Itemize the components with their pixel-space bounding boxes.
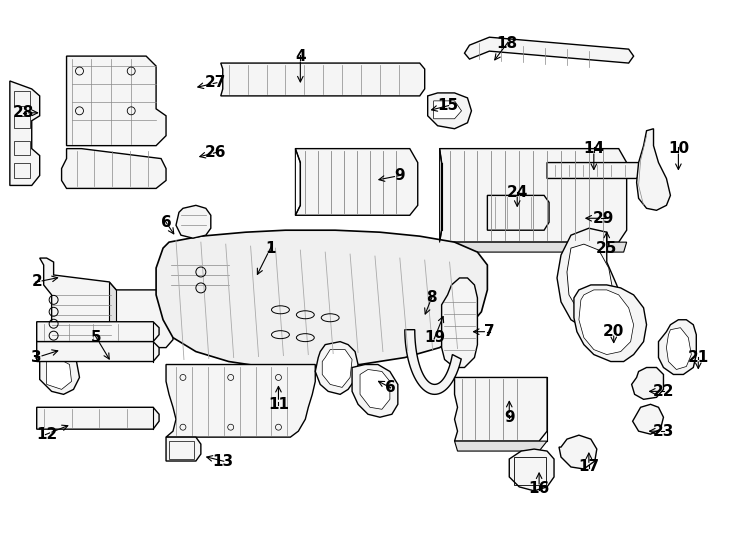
Text: 16: 16 [528, 481, 550, 496]
Polygon shape [442, 278, 477, 368]
Polygon shape [557, 228, 624, 330]
Bar [14, 140, 30, 154]
Polygon shape [360, 369, 390, 409]
Polygon shape [567, 244, 613, 318]
Polygon shape [487, 195, 549, 230]
Text: 25: 25 [596, 241, 617, 255]
Bar [14, 91, 30, 106]
Polygon shape [547, 163, 644, 179]
Text: 24: 24 [506, 185, 528, 200]
Polygon shape [176, 205, 211, 238]
Text: 1: 1 [265, 241, 276, 255]
Text: 3: 3 [32, 350, 42, 365]
Polygon shape [405, 330, 461, 394]
Text: 7: 7 [484, 324, 495, 339]
Polygon shape [37, 322, 159, 342]
Polygon shape [666, 328, 691, 369]
Text: 11: 11 [268, 397, 289, 412]
Bar [169, 441, 194, 459]
Text: 20: 20 [603, 324, 625, 339]
Text: 2: 2 [32, 274, 42, 289]
Text: 10: 10 [668, 141, 689, 156]
Polygon shape [221, 63, 425, 96]
Text: 8: 8 [426, 291, 437, 305]
Polygon shape [559, 435, 597, 469]
Polygon shape [632, 368, 664, 400]
Text: 9: 9 [504, 410, 515, 425]
Text: 17: 17 [578, 460, 600, 475]
Text: 21: 21 [688, 350, 709, 365]
Text: 22: 22 [653, 384, 675, 399]
Bar [515, 457, 546, 485]
Polygon shape [352, 364, 398, 417]
Polygon shape [509, 449, 554, 491]
Polygon shape [322, 349, 352, 387]
Polygon shape [440, 148, 627, 242]
Polygon shape [161, 260, 233, 298]
Text: 29: 29 [593, 211, 614, 226]
Polygon shape [316, 342, 358, 394]
Polygon shape [465, 37, 633, 63]
Polygon shape [636, 129, 670, 210]
Text: 26: 26 [205, 145, 227, 160]
Polygon shape [295, 148, 418, 215]
Polygon shape [10, 81, 40, 185]
Text: 23: 23 [653, 424, 674, 438]
Text: 5: 5 [91, 330, 102, 345]
Polygon shape [440, 242, 627, 252]
Polygon shape [574, 285, 647, 361]
Text: 19: 19 [424, 330, 446, 345]
Polygon shape [37, 342, 159, 361]
Polygon shape [434, 101, 462, 119]
Text: 13: 13 [212, 454, 233, 469]
Text: 4: 4 [295, 49, 305, 64]
Polygon shape [37, 407, 159, 429]
Text: 9: 9 [394, 168, 405, 183]
Text: 6: 6 [161, 215, 172, 230]
Polygon shape [454, 377, 547, 441]
Polygon shape [579, 290, 633, 355]
Text: 6: 6 [385, 380, 395, 395]
Polygon shape [633, 404, 664, 434]
Polygon shape [156, 230, 487, 368]
Polygon shape [67, 56, 166, 146]
Text: 28: 28 [13, 105, 34, 120]
Polygon shape [166, 437, 201, 461]
Bar [14, 163, 30, 179]
Polygon shape [40, 258, 173, 357]
Text: 14: 14 [584, 141, 604, 156]
Polygon shape [454, 441, 547, 451]
Text: 12: 12 [36, 427, 57, 442]
Polygon shape [109, 282, 116, 355]
Polygon shape [428, 93, 471, 129]
Polygon shape [62, 148, 166, 188]
Text: 27: 27 [205, 76, 227, 91]
Text: 15: 15 [437, 98, 458, 113]
Polygon shape [166, 364, 316, 437]
Polygon shape [40, 352, 79, 394]
Polygon shape [47, 357, 71, 389]
Polygon shape [658, 320, 697, 374]
Text: 18: 18 [497, 36, 518, 51]
Bar [14, 116, 30, 128]
